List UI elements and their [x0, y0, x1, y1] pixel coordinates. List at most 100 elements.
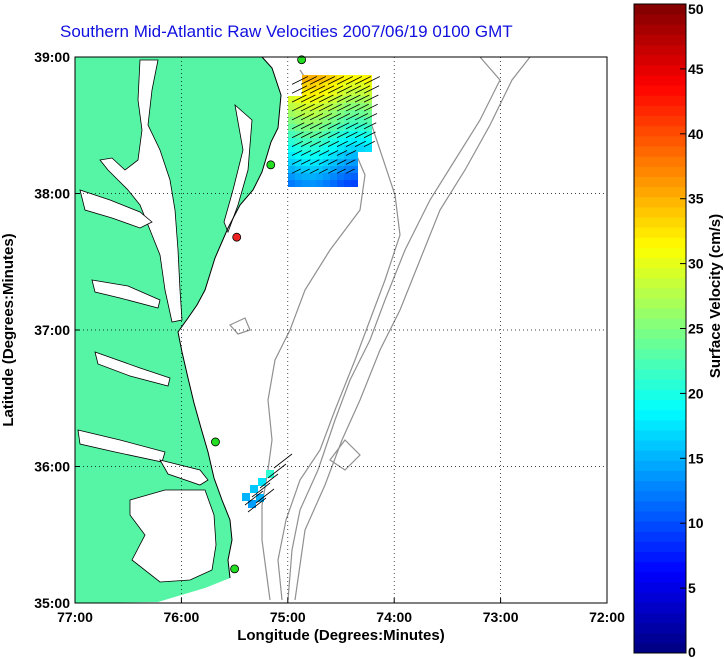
velocity-arrow [300, 94, 316, 103]
velocity-arrow [291, 131, 304, 139]
velocity-arrow [327, 113, 342, 121]
velocity-arrow [291, 150, 303, 156]
velocity-cell [323, 145, 330, 152]
velocity-cell [337, 96, 344, 103]
velocity-arrow [300, 159, 311, 165]
velocity-arrow [251, 482, 271, 498]
velocity-arrow [327, 159, 338, 165]
velocity-cell [351, 173, 358, 180]
velocity-cell [358, 96, 365, 103]
velocity-cell [288, 152, 295, 159]
velocity-cell [365, 138, 372, 145]
x-tick-label: 76:00 [163, 609, 199, 625]
velocity-arrow [247, 497, 267, 513]
velocity-cell [351, 152, 358, 159]
velocity-arrow [354, 113, 369, 121]
velocity-arrow [309, 131, 322, 139]
velocity-arrow [345, 168, 355, 174]
velocity-arrow [345, 113, 360, 121]
plot-title: Southern Mid-Atlantic Raw Velocities 200… [60, 22, 513, 41]
velocity-cell [309, 152, 316, 159]
velocity-cell [351, 131, 358, 138]
velocity-cell [288, 110, 295, 117]
velocity-cell [302, 180, 309, 187]
x-tick-label: 74:00 [376, 609, 412, 625]
velocity-arrow [354, 131, 367, 139]
velocity-cell [330, 166, 337, 173]
velocity-cell [351, 145, 358, 152]
velocity-cell [288, 145, 295, 152]
velocity-arrow [300, 103, 315, 112]
y-tick-label: 39:00 [34, 49, 70, 65]
water-body [223, 103, 253, 234]
velocity-cell [316, 159, 323, 166]
velocity-arrow [354, 103, 369, 112]
velocity-arrow [327, 94, 343, 103]
velocity-cell [323, 131, 330, 138]
velocity-arrow [336, 113, 351, 121]
velocity-cell [344, 152, 351, 159]
velocity-cell [323, 180, 330, 187]
velocity-cell [295, 117, 302, 124]
velocity-arrow [318, 131, 331, 139]
velocity-arrow [318, 94, 334, 103]
velocity-cell [309, 82, 316, 89]
velocity-arrow [336, 131, 349, 139]
velocity-cell [351, 75, 358, 82]
velocity-cell [323, 173, 330, 180]
velocity-cell [337, 166, 344, 173]
velocity-cell [323, 138, 330, 145]
radar-station-marker [297, 55, 307, 65]
velocity-cell [323, 75, 330, 82]
land-mass [75, 56, 282, 603]
velocity-cell [309, 138, 316, 145]
velocity-cell [337, 152, 344, 159]
velocity-cell [288, 166, 295, 173]
velocity-cell [295, 166, 302, 173]
x-tick-label: 77:00 [57, 609, 93, 625]
velocity-cell [295, 124, 302, 131]
velocity-cell [323, 117, 330, 124]
velocity-arrow [300, 140, 312, 147]
velocity-cell [351, 166, 358, 173]
velocity-cell [302, 173, 309, 180]
velocity-cell [337, 138, 344, 145]
water-body [79, 189, 153, 229]
velocity-arrow [336, 94, 352, 103]
velocity-cell [365, 124, 372, 131]
velocity-arrow [336, 159, 347, 165]
velocity-cell [316, 131, 323, 138]
velocity-cell [365, 82, 372, 89]
y-tick-label: 38:00 [34, 186, 70, 202]
velocity-cell [309, 180, 316, 187]
velocity-cell [358, 82, 365, 89]
velocity-arrow [354, 122, 368, 130]
velocity-arrow [354, 140, 366, 147]
velocity-cell [330, 117, 337, 124]
velocity-cell [323, 124, 330, 131]
velocity-arrow [309, 103, 324, 112]
velocity-cell [330, 124, 337, 131]
velocity-cell [351, 89, 358, 96]
velocity-arrow [345, 140, 357, 147]
velocity-cell [344, 75, 351, 82]
velocity-cell [358, 103, 365, 110]
bathymetry-contours [229, 56, 531, 601]
velocity-cell [316, 173, 323, 180]
x-tick-label: 75:00 [270, 609, 306, 625]
velocity-cell [344, 124, 351, 131]
velocity-arrow [327, 76, 345, 85]
velocity-arrow [363, 140, 375, 147]
velocity-cell [344, 145, 351, 152]
x-axis-ticks: 77:00 76:00 75:00 74:00 73:00 72:00 [57, 598, 625, 625]
velocity-arrow [309, 168, 319, 174]
velocity-arrow [363, 85, 380, 94]
velocity-cell [330, 159, 337, 166]
velocity-arrow [259, 473, 279, 489]
velocity-cell [302, 124, 309, 131]
velocity-arrow [354, 85, 371, 94]
velocity-cell [309, 131, 316, 138]
velocity-cell [316, 166, 323, 173]
velocity-cell [316, 75, 323, 82]
velocity-arrow [255, 488, 275, 504]
